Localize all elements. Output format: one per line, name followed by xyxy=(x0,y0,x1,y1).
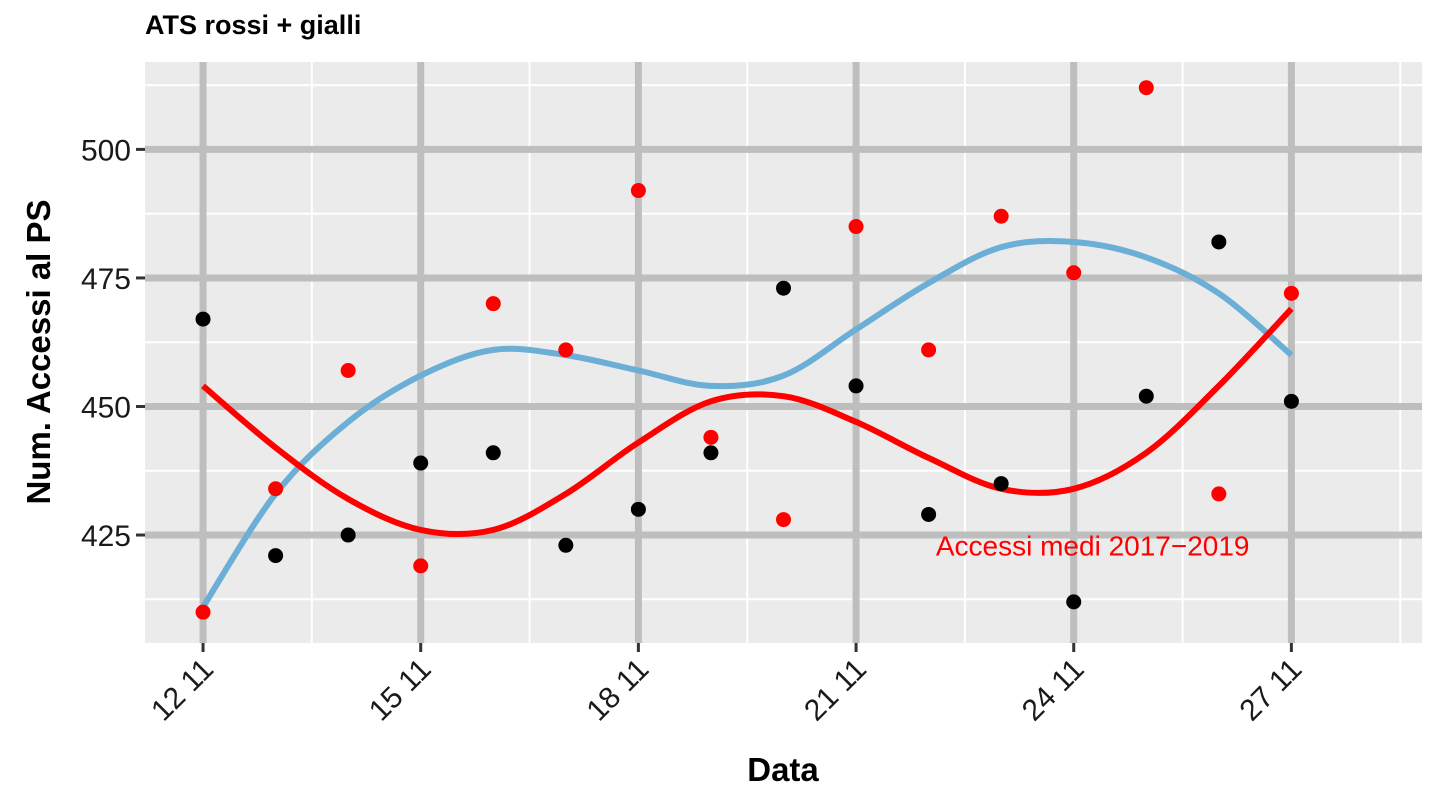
data-point-series-1 xyxy=(630,501,646,517)
data-point-series-1 xyxy=(485,445,501,461)
data-point-series-2 xyxy=(1138,80,1154,96)
smooth-line-1 xyxy=(200,237,1294,609)
data-point-series-1 xyxy=(776,280,791,296)
data-point-series-2 xyxy=(485,296,501,312)
y-tick-label: 500 xyxy=(81,134,131,167)
data-point-series-1 xyxy=(703,445,719,461)
y-tick-label: 450 xyxy=(81,391,131,424)
data-point-series-1 xyxy=(268,548,284,564)
data-point-series-2 xyxy=(1066,265,1082,281)
plot-panel xyxy=(145,62,1422,643)
data-point-series-2 xyxy=(558,342,574,358)
smooth-lines xyxy=(200,237,1294,609)
grid-minor xyxy=(145,62,1422,643)
y-tick-label: 475 xyxy=(81,263,131,296)
data-point-series-1 xyxy=(1066,594,1082,610)
x-axis-title: Data xyxy=(747,751,819,788)
data-point-series-2 xyxy=(703,429,719,445)
data-point-series-2 xyxy=(776,512,791,528)
x-tick-label: 18 11 xyxy=(580,653,655,728)
data-point-series-2 xyxy=(1283,285,1299,301)
data-point-series-1 xyxy=(1283,393,1299,409)
x-axis: 12 11 15 11 18 11 21 11 24 11 27 11 xyxy=(145,643,1308,727)
data-point-series-2 xyxy=(1211,486,1227,502)
data-point-series-1 xyxy=(848,378,864,394)
data-point-series-2 xyxy=(993,208,1009,224)
data-point-series-1 xyxy=(921,506,937,522)
data-point-series-2 xyxy=(268,481,284,497)
data-point-series-1 xyxy=(340,527,356,543)
smooth-line-2 xyxy=(201,306,1294,538)
data-point-series-1 xyxy=(1211,234,1227,250)
grid-major xyxy=(145,62,1422,643)
data-point-series-2 xyxy=(195,604,211,620)
x-tick-label: 27 11 xyxy=(1233,653,1308,728)
annotations: Accessi medi 2017−2019 xyxy=(936,530,1250,561)
x-tick-label: 15 11 xyxy=(363,653,438,728)
data-point-series-2 xyxy=(848,219,864,235)
data-point-series-1 xyxy=(1138,388,1154,404)
data-point-series-1 xyxy=(413,455,429,471)
annotation-label: Accessi medi 2017−2019 xyxy=(936,530,1250,561)
x-tick-label: 21 11 xyxy=(798,653,873,728)
data-point-series-1 xyxy=(558,537,574,553)
data-point-series-2 xyxy=(340,362,356,378)
y-axis-title: Num. Accessi al PS xyxy=(20,199,57,504)
y-axis: 425 450 475 500 xyxy=(81,134,145,553)
chart-title: ATS rossi + gialli xyxy=(145,10,361,40)
data-point-series-2 xyxy=(921,342,937,358)
data-point-series-2 xyxy=(630,183,646,199)
x-tick-label: 12 11 xyxy=(145,653,220,728)
y-tick-label: 425 xyxy=(81,520,131,553)
data-point-series-2 xyxy=(413,558,429,574)
data-point-series-1 xyxy=(993,476,1009,492)
x-tick-label: 24 11 xyxy=(1016,653,1091,728)
points xyxy=(195,80,1299,620)
data-point-series-1 xyxy=(195,311,211,327)
